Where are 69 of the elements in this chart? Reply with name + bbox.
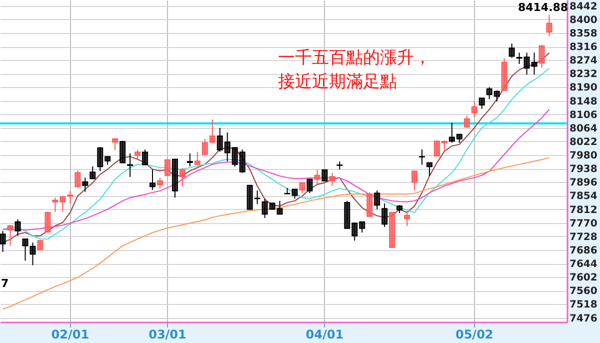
candlestick	[306, 178, 313, 194]
candlestick	[179, 167, 186, 188]
candlestick	[142, 149, 148, 166]
y-tick-label: 7602	[570, 272, 598, 284]
y-tick-label: 8148	[570, 96, 598, 108]
line-series	[2, 108, 550, 231]
candlestick	[209, 119, 216, 144]
candlestick	[74, 170, 81, 188]
y-tick-label: 8442	[570, 1, 598, 12]
y-tick-label: 7476	[570, 313, 598, 324]
candlestick	[150, 169, 156, 190]
candlestick	[186, 152, 193, 167]
y-tick-label: 8064	[570, 123, 598, 134]
candlestick	[0, 230, 6, 252]
candlestick	[382, 202, 388, 228]
candlestick	[120, 140, 126, 164]
x-tick-label: 03/01	[148, 328, 186, 342]
candlestick	[7, 224, 14, 246]
annotation: 7	[1, 277, 9, 290]
y-tick-label: 8106	[570, 110, 598, 121]
candlestick	[194, 151, 200, 166]
candlestick	[134, 149, 141, 160]
y-tick-label: 8316	[570, 42, 598, 54]
candlestick	[374, 190, 380, 210]
candlestick	[82, 177, 88, 192]
candlestick	[471, 100, 478, 118]
y-tick-label: 7770	[570, 218, 598, 230]
candlestick	[127, 152, 134, 178]
candlestick	[112, 138, 118, 151]
y-tick-label: 8358	[570, 28, 598, 40]
candlestick	[156, 177, 163, 189]
candlestick	[404, 210, 410, 227]
annotation: 一千五百點的漲升，	[278, 48, 431, 68]
candlestick	[314, 169, 320, 185]
y-tick-label: 7518	[570, 300, 598, 311]
candlestick	[508, 43, 515, 58]
y-tick-label: 7686	[570, 245, 598, 256]
candlestick	[464, 115, 470, 128]
y-tick-label: 8232	[570, 69, 598, 80]
y-tick-label: 8274	[570, 56, 598, 67]
y-tick-label: 7980	[570, 150, 598, 162]
y-tick-label: 7728	[570, 232, 598, 243]
candlestick	[329, 172, 336, 186]
x-tick-label: 04/01	[306, 328, 344, 342]
candlestick	[426, 162, 432, 177]
y-tick-label: 8190	[570, 82, 598, 94]
candlestick	[299, 182, 306, 194]
y-tick-label: 8400	[570, 14, 598, 26]
candlestick	[538, 44, 545, 68]
x-tick-label: 02/01	[51, 328, 90, 342]
candlestick	[366, 192, 373, 217]
y-tick-label: 7812	[570, 204, 598, 216]
x-tick-label: 05/02	[455, 328, 494, 342]
candlestick	[546, 14, 552, 37]
candlestick	[202, 138, 208, 156]
annotation: 接近近期滿足點	[278, 72, 397, 92]
y-tick-label: 7854	[570, 191, 598, 202]
y-tick-label: 7896	[570, 178, 598, 189]
line-series	[2, 157, 550, 310]
candlestick	[14, 218, 21, 236]
candlestick	[164, 158, 170, 177]
y-tick-label: 7560	[570, 286, 598, 298]
candlestick	[90, 166, 96, 180]
y-tick-label: 7938	[570, 164, 598, 176]
y-tick-label: 7644	[570, 259, 598, 270]
candlestick	[478, 98, 485, 110]
candlestick	[418, 149, 425, 166]
y-tick-label: 8022	[570, 136, 598, 148]
candlestick	[411, 170, 418, 192]
